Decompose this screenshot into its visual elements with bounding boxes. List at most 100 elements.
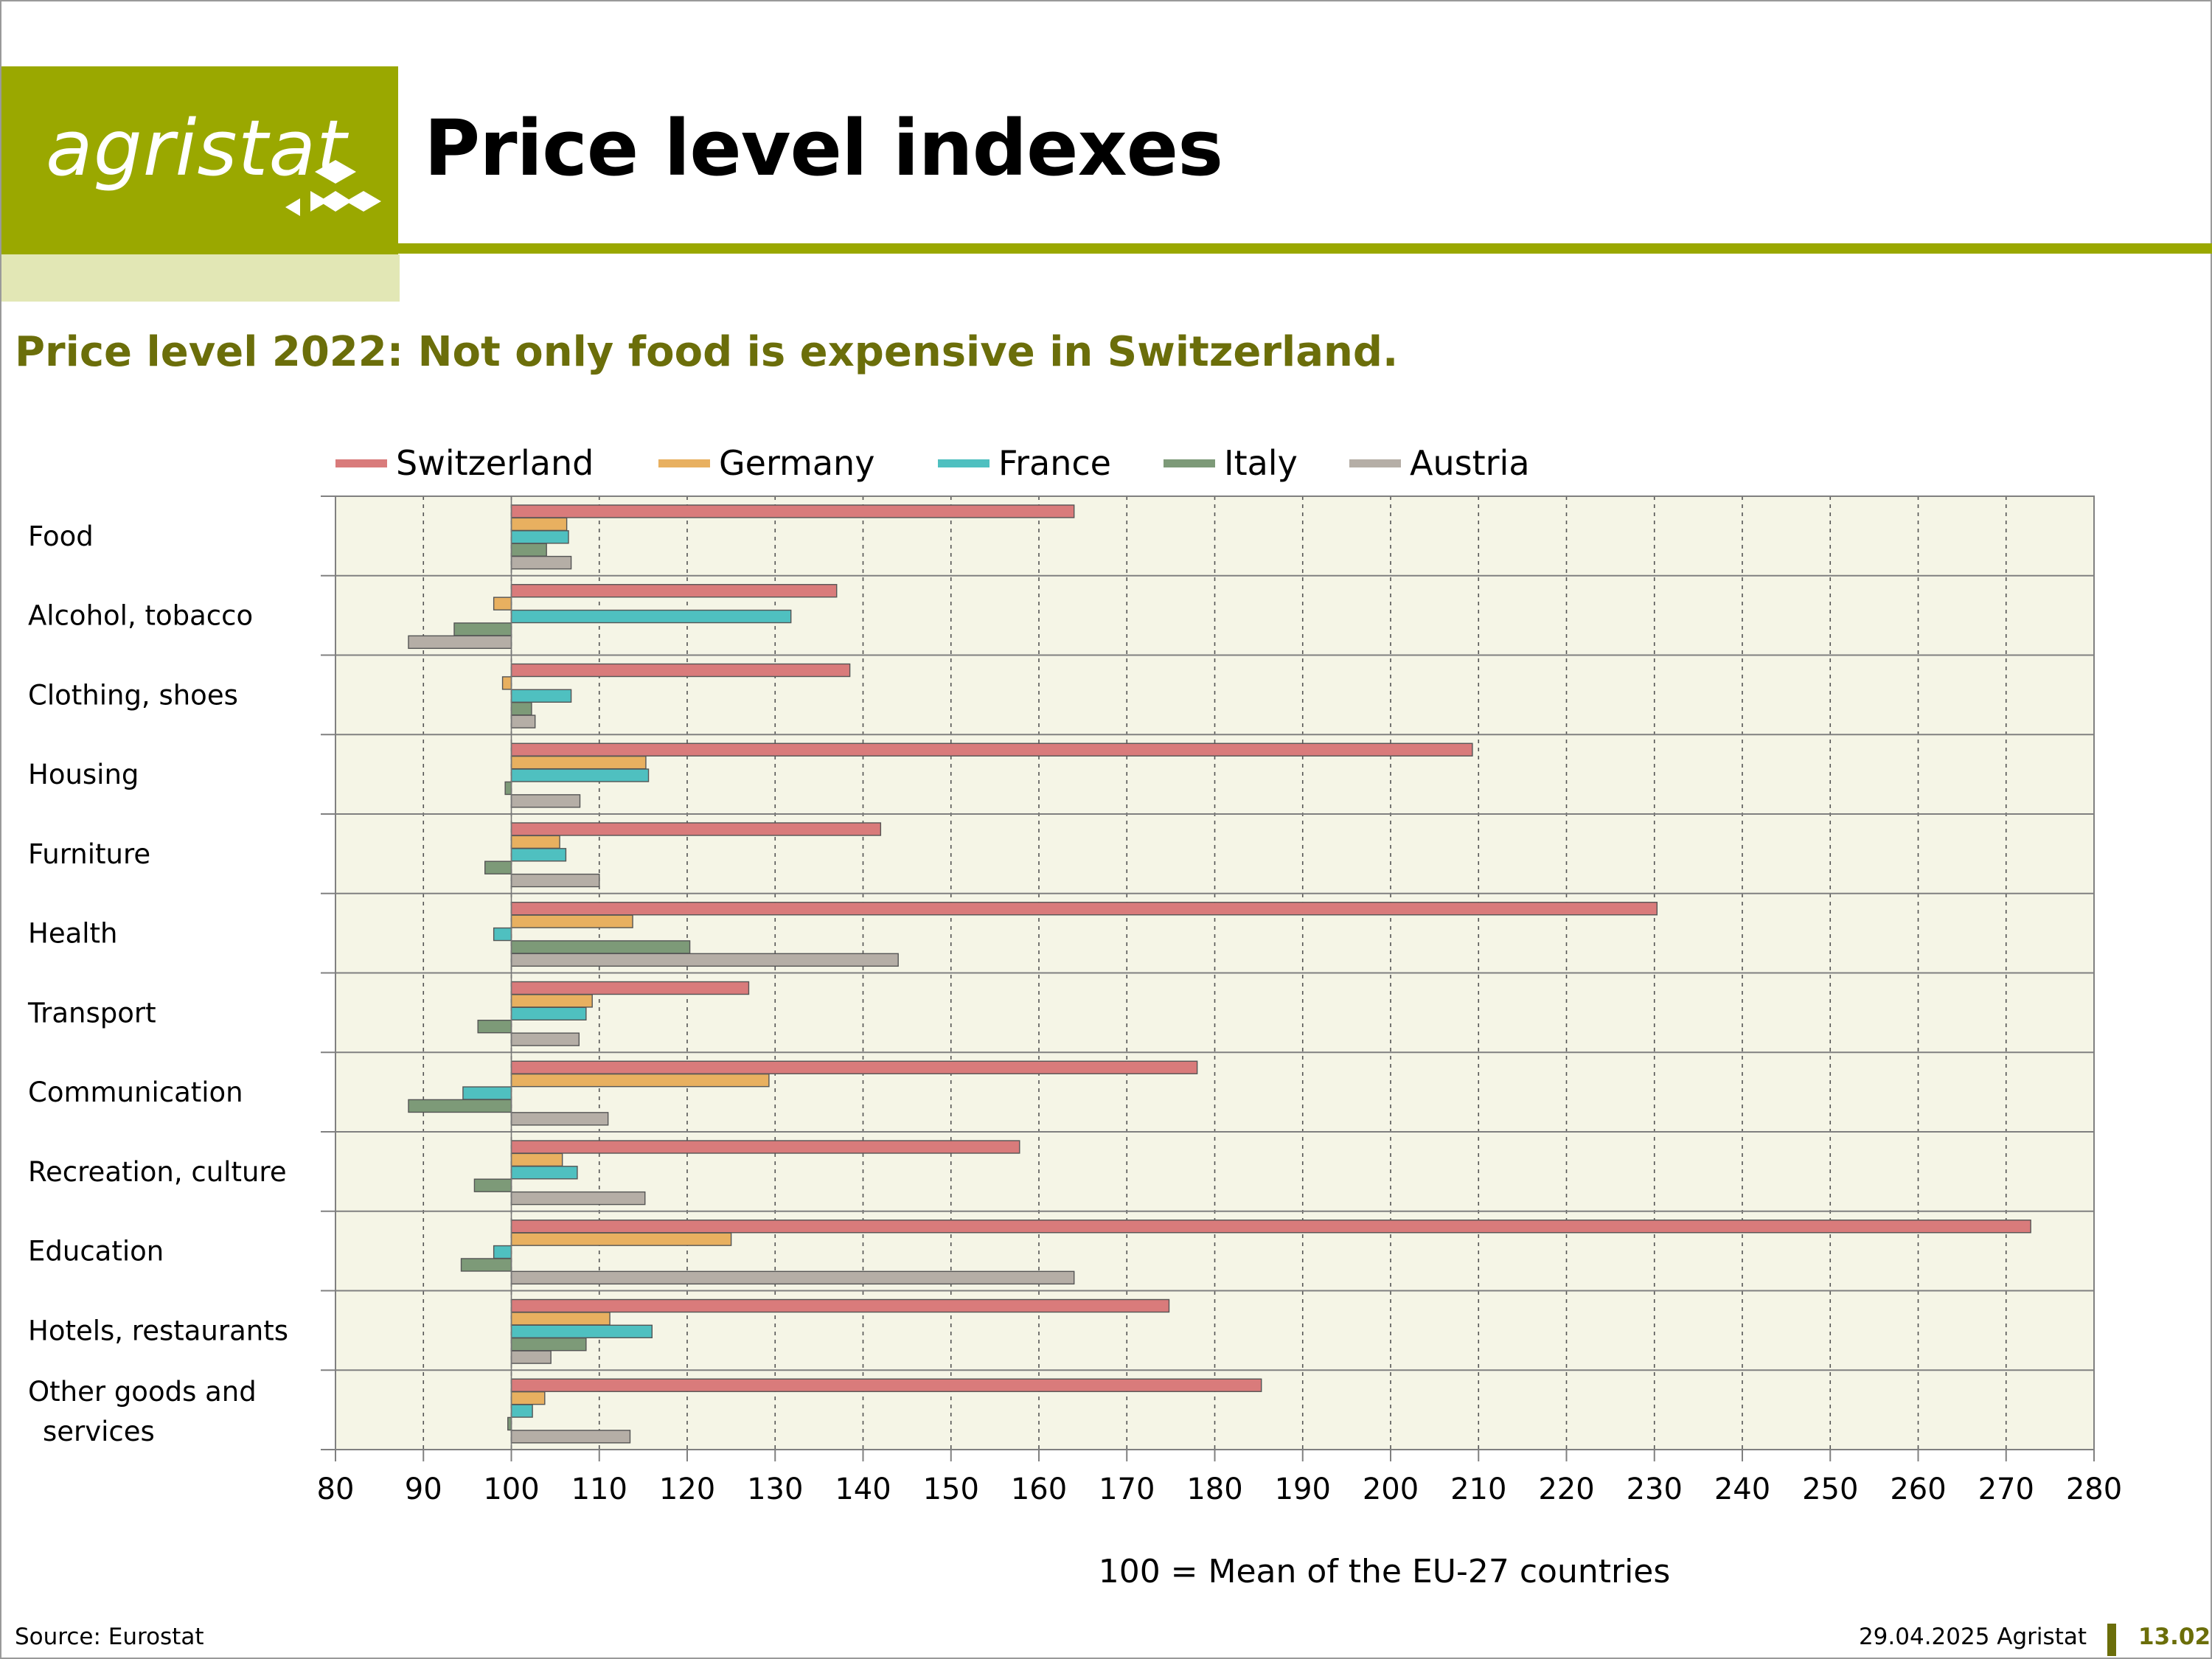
bar-italy — [408, 1099, 512, 1113]
bar-germany — [510, 1073, 770, 1088]
bar-germany — [510, 517, 568, 532]
bar-austria — [510, 794, 581, 808]
x-tick-label: 250 — [1802, 1472, 1858, 1506]
legend-swatch-france — [938, 459, 990, 467]
x-tick-label: 280 — [2066, 1472, 2122, 1506]
legend-label-switzerland: Switzerland — [396, 443, 594, 483]
bar-switzerland — [510, 1060, 1198, 1074]
bar-austria — [510, 555, 572, 570]
legend-swatch-switzerland — [335, 459, 387, 467]
x-tick-label: 100 — [483, 1472, 539, 1506]
bar-switzerland — [510, 822, 882, 836]
bar-austria — [510, 1112, 609, 1126]
x-tick-label: 170 — [1099, 1472, 1155, 1506]
bar-germany — [501, 676, 512, 690]
bar-italy — [484, 860, 512, 874]
x-tick-label: 140 — [835, 1472, 891, 1506]
x-tick-label: 260 — [1890, 1472, 1946, 1506]
footer-date: 29.04.2025 Agristat — [1858, 1624, 2087, 1650]
category-label: Alcohol, tobacco — [28, 600, 253, 632]
bar-switzerland — [510, 584, 838, 598]
legend-swatch-italy — [1164, 459, 1215, 467]
bar-italy — [510, 940, 691, 954]
bar-italy — [460, 1258, 512, 1272]
bar-france — [493, 927, 512, 942]
category-label: Clothing, shoes — [28, 679, 238, 711]
category-label: Recreation, culture — [28, 1156, 287, 1188]
bar-italy — [504, 781, 512, 796]
bar-austria — [408, 635, 512, 650]
category-label: Furniture — [28, 838, 150, 870]
bar-switzerland — [510, 1220, 2031, 1234]
x-axis-label: 100 = Mean of the EU-27 countries — [1099, 1553, 1671, 1590]
bar-austria — [510, 1270, 1075, 1285]
bar-italy — [510, 543, 547, 557]
x-tick-label: 180 — [1186, 1472, 1242, 1506]
bar-france — [462, 1086, 512, 1100]
legend-label-austria: Austria — [1410, 443, 1530, 483]
bar-france — [510, 609, 792, 624]
x-tick-label: 200 — [1363, 1472, 1419, 1506]
category-label: Education — [28, 1236, 164, 1267]
bar-switzerland — [510, 902, 1658, 916]
bar-france — [510, 1324, 653, 1339]
logo — [1, 66, 398, 254]
bar-austria — [510, 714, 536, 728]
bar-france — [510, 530, 569, 544]
bar-austria — [510, 1350, 552, 1364]
bar-germany — [510, 835, 560, 849]
category-label: Communication — [28, 1077, 243, 1108]
bar-france — [510, 1006, 587, 1020]
bar-france — [510, 689, 572, 703]
category-label: Transport — [27, 997, 156, 1029]
x-tick-label: 230 — [1627, 1472, 1683, 1506]
bar-germany — [510, 914, 633, 928]
category-label: Health — [28, 918, 118, 950]
page-number: 13.02 — [2138, 1624, 2211, 1650]
logo-shadow — [1, 254, 400, 302]
bar-austria — [510, 953, 899, 967]
bar-germany — [510, 994, 593, 1008]
x-tick-label: 130 — [747, 1472, 803, 1506]
x-tick-label: 120 — [659, 1472, 715, 1506]
x-tick-label: 220 — [1538, 1472, 1594, 1506]
legend-label-italy: Italy — [1224, 443, 1298, 483]
bar-germany — [510, 1232, 732, 1246]
source-note: Source: Eurostat — [15, 1624, 204, 1650]
x-tick-label: 160 — [1011, 1472, 1067, 1506]
logo-text: agristat — [46, 103, 347, 193]
bar-germany — [510, 1312, 611, 1326]
bar-switzerland — [510, 742, 1473, 757]
bar-germany — [493, 597, 512, 611]
bar-italy — [473, 1178, 512, 1192]
footer-divider — [2107, 1624, 2116, 1656]
logo-diamond-icon — [285, 160, 381, 216]
legend-label-germany: Germany — [719, 443, 874, 483]
bar-italy — [477, 1020, 512, 1034]
price-level-bar-chart: Food Alcohol, tobacco Clothing, shoes Housi… — [27, 443, 2122, 1590]
bar-france — [510, 1404, 533, 1418]
bar-germany — [510, 1391, 546, 1405]
x-tick-label: 80 — [317, 1472, 355, 1506]
legend-label-france: France — [998, 443, 1111, 483]
bar-germany — [510, 755, 647, 770]
bar-france — [510, 848, 567, 862]
x-tick-label: 270 — [1978, 1472, 2034, 1506]
x-tick-label: 90 — [405, 1472, 442, 1506]
x-tick-label: 150 — [923, 1472, 979, 1506]
bar-italy — [453, 622, 512, 636]
bar-switzerland — [510, 663, 851, 678]
category-label: Hotels, restaurants — [28, 1315, 288, 1346]
bar-austria — [510, 1032, 580, 1046]
category-label: Other goods and — [28, 1376, 257, 1408]
bar-france — [510, 1166, 578, 1180]
legend-swatch-austria — [1349, 459, 1401, 467]
slide-subtitle: Price level 2022: Not only food is expen… — [15, 328, 1399, 376]
header-rule — [398, 243, 2212, 254]
bar-austria — [510, 1191, 646, 1206]
legend-swatch-germany — [658, 459, 710, 467]
bar-austria — [510, 873, 600, 888]
bar-switzerland — [510, 504, 1075, 518]
bar-switzerland — [510, 1140, 1020, 1154]
